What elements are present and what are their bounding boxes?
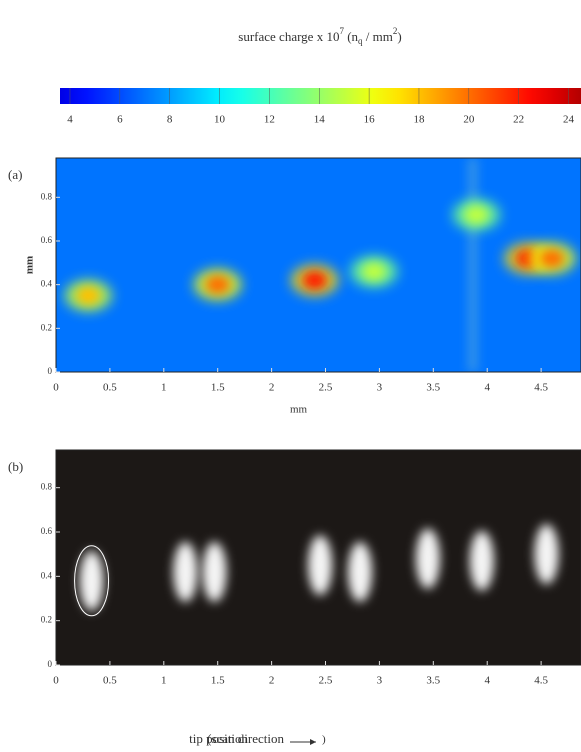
charge-spot (205, 275, 230, 294)
x-tick-label: 3.5 (426, 675, 440, 687)
title-part: ) (397, 29, 401, 44)
streak (467, 158, 478, 372)
x-tick-label: 1.5 (211, 382, 225, 394)
charge-spot (539, 249, 564, 268)
x-tick-label: 2 (269, 675, 275, 687)
title-part: (n (344, 29, 359, 44)
y-tick-label: 0.6 (41, 526, 53, 536)
x-tick-label: 3 (377, 675, 383, 687)
title-part: q (358, 36, 363, 46)
colorbar-tick-label: 4 (67, 114, 73, 126)
colorbar-tick-label: 10 (214, 114, 226, 126)
colorbar-tick-label: 14 (314, 114, 326, 126)
bright-spot (469, 530, 494, 591)
panel-label: (a) (8, 167, 22, 182)
bright-spot (79, 550, 104, 611)
bright-spot (308, 535, 333, 596)
title-part: 7 (339, 26, 344, 36)
x-tick-label: 3.5 (426, 382, 440, 394)
y-tick-label: 0.8 (41, 482, 53, 492)
y-axis-label: mm (24, 256, 36, 274)
bright-spot (534, 524, 559, 585)
title-part: 2 (393, 26, 398, 36)
x-tick-label: 0.5 (103, 382, 117, 394)
charge-spot (464, 205, 489, 224)
y-tick-label: 0.8 (41, 191, 53, 201)
x-axis-label: tip position (189, 731, 248, 746)
y-tick-label: 0.2 (41, 615, 52, 625)
bright-spot (202, 541, 227, 602)
plot-area (56, 158, 581, 372)
x-axis-label: (scan direction (207, 731, 284, 746)
x-tick-label: 3 (377, 382, 383, 394)
x-tick-label: 4 (484, 382, 490, 394)
title-part: surface charge x 10 (238, 29, 339, 44)
colorbar (60, 88, 581, 104)
y-tick-label: 0.4 (41, 570, 53, 580)
x-axis-label: mm (290, 404, 308, 416)
arrow-head (310, 739, 316, 745)
x-tick-label: 2.5 (319, 675, 333, 687)
y-tick-label: 0 (48, 659, 53, 669)
x-tick-label: 1.5 (211, 675, 225, 687)
x-tick-label: 4.5 (534, 382, 548, 394)
x-tick-label: 2 (269, 382, 275, 394)
colorbar-tick-label: 20 (463, 114, 475, 126)
highlight-circle (74, 545, 110, 617)
x-tick-label: 0.5 (103, 675, 117, 687)
charge-spot (302, 271, 327, 290)
colorbar-tick-label: 6 (117, 114, 123, 126)
x-tick-label: 0 (53, 382, 59, 394)
y-tick-label: 0.4 (41, 279, 53, 289)
plot-frame (55, 449, 581, 666)
x-tick-label: 4 (484, 675, 490, 687)
x-tick-label: 2.5 (319, 382, 333, 394)
x-tick-label: 0 (53, 675, 59, 687)
x-tick-label: 4.5 (534, 675, 548, 687)
colorbar-tick-label: 16 (364, 114, 376, 126)
title-part: / mm (363, 29, 393, 44)
y-tick-label: 0.6 (41, 235, 53, 245)
y-tick-label: 0.2 (41, 322, 52, 332)
colorbar-title: surface charge x 107 (nq / mm2) (238, 26, 401, 46)
colorbar-tick-label: 8 (167, 114, 173, 126)
plot-frame (55, 157, 581, 373)
colorbar-tick-label: 24 (563, 114, 575, 126)
y-tick-label: 0 (48, 366, 53, 376)
colorbar-tick-label: 18 (413, 114, 425, 126)
bright-spot (415, 528, 440, 589)
bright-spot (173, 541, 198, 602)
close-paren: ) (322, 734, 326, 746)
plot-area (56, 450, 581, 665)
x-tick-label: 1 (161, 382, 167, 394)
colorbar-tick-label: 12 (264, 114, 275, 126)
x-tick-label: 1 (161, 675, 167, 687)
colorbar-tick-label: 22 (513, 114, 524, 126)
panel-label: (b) (8, 459, 23, 474)
charge-spot (76, 286, 101, 305)
bright-spot (348, 541, 373, 602)
charge-spot (362, 262, 387, 281)
